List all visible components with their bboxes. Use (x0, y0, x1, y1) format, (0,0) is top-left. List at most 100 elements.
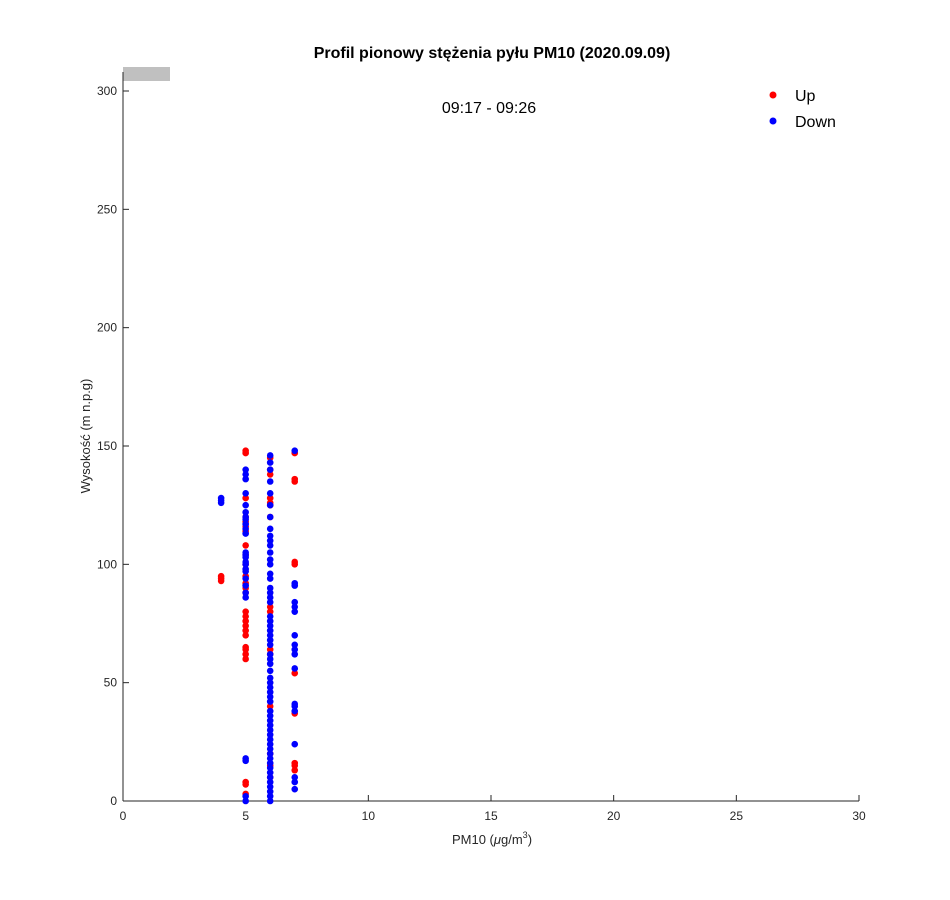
point-up (266, 608, 274, 615)
point-down (242, 508, 249, 516)
point-down (242, 755, 249, 762)
point-up (242, 655, 249, 663)
point-down (266, 688, 274, 696)
point-up (291, 669, 299, 677)
point-down (242, 594, 249, 601)
point-down (266, 660, 274, 668)
point-down (266, 774, 274, 781)
point-down (242, 471, 249, 478)
point-down (291, 632, 299, 639)
point-down (266, 759, 274, 767)
point-down (266, 707, 274, 715)
point-down (291, 608, 299, 615)
point-down (266, 650, 274, 658)
point-down (266, 721, 274, 729)
data-points (217, 447, 299, 805)
point-up (291, 558, 299, 566)
point-down (266, 537, 274, 544)
point-up (266, 603, 274, 611)
point-down (291, 707, 299, 715)
point-down (242, 475, 249, 483)
point-down (242, 520, 249, 528)
point-down (266, 622, 274, 630)
point-down (266, 490, 274, 497)
point-down (266, 797, 274, 805)
point-down (242, 525, 249, 533)
point-up (266, 471, 274, 478)
time-range-annotation: 09:17 - 09:26 (442, 100, 536, 117)
point-down (291, 447, 299, 455)
point-down (266, 726, 274, 734)
legend-label-up: Up (795, 88, 816, 105)
point-down (266, 717, 274, 724)
x-axis-label: PM10 (μg/m3) (452, 830, 532, 847)
point-down (266, 513, 274, 521)
point-down (266, 655, 274, 663)
point-down (266, 750, 274, 757)
point-down (266, 525, 274, 533)
point-down (266, 684, 274, 691)
point-down (242, 792, 249, 800)
point-down (266, 598, 274, 606)
y-tick-label: 300 (97, 84, 117, 98)
point-down (266, 769, 274, 776)
point-up (242, 627, 249, 634)
point-up (242, 632, 249, 639)
point-down (266, 712, 274, 720)
point-down (266, 745, 274, 753)
point-down (266, 459, 274, 466)
point-up (291, 475, 299, 483)
legend-label-down: Down (795, 114, 836, 131)
point-down (242, 589, 249, 597)
point-down (266, 501, 274, 509)
point-down (291, 579, 299, 587)
point-down (266, 452, 274, 459)
point-up (242, 608, 249, 615)
point-down (266, 641, 274, 649)
y-tick-label: 150 (97, 439, 117, 453)
point-down (242, 549, 249, 556)
point-down (266, 792, 274, 800)
point-down (266, 788, 274, 795)
y-tick-label: 50 (104, 676, 118, 690)
point-up (242, 622, 249, 630)
point-down (291, 700, 299, 708)
y-axis-label: Wysokość (m n.p.g) (78, 379, 93, 494)
point-up (242, 542, 249, 549)
point-up (266, 703, 274, 710)
y-ticks: 0 50 100 150 200 250 300 (97, 84, 129, 808)
point-down (242, 565, 249, 573)
point-down (266, 478, 274, 485)
point-up (242, 447, 249, 455)
point-down (266, 542, 274, 549)
point-down (266, 532, 274, 540)
point-up (266, 646, 274, 653)
point-down (291, 646, 299, 653)
point-down (266, 627, 274, 634)
x-tick-label: 5 (242, 809, 249, 823)
wind-indicator-bar (123, 67, 170, 81)
point-down (291, 650, 299, 658)
point-down (266, 584, 274, 592)
point-down (266, 549, 274, 556)
point-down (266, 556, 274, 563)
point-down (242, 466, 249, 473)
point-down (266, 617, 274, 625)
point-down (291, 665, 299, 672)
point-down (266, 693, 274, 701)
point-down (266, 575, 274, 582)
point-up (291, 759, 299, 767)
point-up (291, 766, 299, 774)
point-down (266, 778, 274, 786)
point-down (266, 667, 274, 675)
point-down (266, 561, 274, 568)
y-tick-label: 200 (97, 321, 117, 335)
y-tick-label: 100 (97, 557, 117, 571)
point-up (266, 494, 274, 502)
x-tick-label: 15 (484, 809, 498, 823)
point-down (242, 582, 249, 589)
point-down (266, 594, 274, 601)
point-up (242, 613, 249, 620)
point-down (266, 570, 274, 578)
point-down (266, 466, 274, 473)
